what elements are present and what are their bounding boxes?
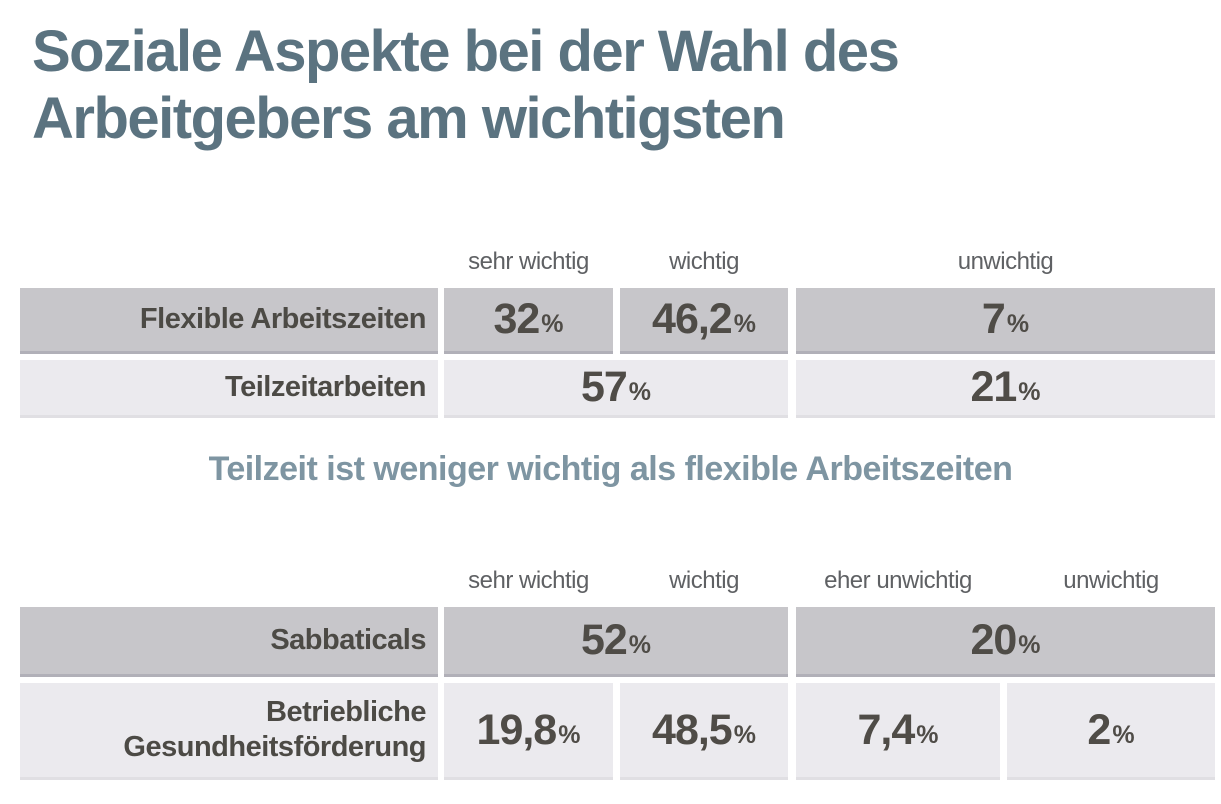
table1-header-sehr-wichtig: sehr wichtig (468, 248, 589, 275)
value-number: 57 (580, 363, 628, 411)
value-number: 7,4 (857, 705, 915, 754)
table1-row2-value-sehr-wichtig-wichtig: 57% (444, 360, 788, 418)
table2-header-eher-unwichtig: eher unwichtig (824, 567, 972, 594)
percent-sign: % (1112, 720, 1135, 749)
table2-row2-value-sehr-wichtig: 19,8% (444, 683, 613, 780)
percent-sign: % (733, 310, 756, 338)
percent-sign: % (628, 378, 652, 406)
table2-header-unwichtig: unwichtig (1063, 567, 1159, 594)
table1-row2-label: Teilzeitarbeiten (20, 360, 438, 418)
table2-row2-value-eher-unwichtig: 7,4% (796, 683, 1000, 780)
page-title-line1: Soziale Aspekte bei der Wahl des (32, 19, 900, 84)
table2-row2-value-unwichtig: 2% (1007, 683, 1215, 780)
value-number: 20 (970, 616, 1017, 664)
percent-sign: % (628, 631, 652, 659)
table1-row2-value-unwichtig: 21% (796, 360, 1215, 418)
value-number: 2 (1087, 705, 1111, 754)
table1-header-unwichtig: unwichtig (957, 248, 1054, 275)
percent-sign: % (1018, 631, 1041, 659)
table2-header-wichtig: wichtig (669, 567, 739, 594)
value-number: 46,2 (652, 295, 733, 343)
table2-row1-value-eher-unwichtig-unwichtig: 20% (796, 607, 1215, 677)
percent-sign: % (1018, 378, 1041, 406)
table1-row1-value-sehr-wichtig: 32% (444, 288, 613, 354)
table2-row2-label: Betriebliche Gesundheitsförderung (20, 683, 438, 780)
table-benefits: sehr wichtig wichtig eher unwichtig unwi… (20, 559, 1215, 780)
value-number: 21 (970, 363, 1017, 411)
percent-sign: % (558, 720, 581, 749)
percent-sign: % (916, 720, 939, 749)
table1-row1-value-wichtig: 46,2% (620, 288, 788, 354)
table2-header-sehr-wichtig: sehr wichtig (468, 567, 589, 594)
value-number: 52 (580, 616, 628, 664)
table2-row1-label: Sabbaticals (20, 607, 438, 677)
value-number: 32 (493, 295, 540, 343)
table1-row1-label: Flexible Arbeitszeiten (20, 288, 438, 354)
table1-header-wichtig: wichtig (669, 248, 739, 275)
page-title-line2: Arbeitgebers am wichtigsten (32, 86, 786, 151)
percent-sign: % (1006, 310, 1030, 338)
value-number: 19,8 (476, 705, 558, 754)
percent-sign: % (733, 720, 756, 749)
table1-row1-value-unwichtig: 7% (796, 288, 1215, 354)
percent-sign: % (541, 310, 564, 338)
page-title: Soziale Aspekte bei der Wahl des Arbeitg… (32, 18, 900, 152)
table2-row2-value-wichtig: 48,5% (620, 683, 788, 780)
value-number: 48,5 (652, 705, 733, 754)
table2-row1-value-sehr-wichtig-wichtig: 52% (444, 607, 788, 677)
table-arbeitszeiten: sehr wichtig wichtig unwichtig Flexible … (20, 240, 1215, 418)
annotation-teilzeit: Teilzeit ist weniger wichtig als flexibl… (208, 450, 1013, 488)
value-number: 7 (981, 295, 1006, 343)
